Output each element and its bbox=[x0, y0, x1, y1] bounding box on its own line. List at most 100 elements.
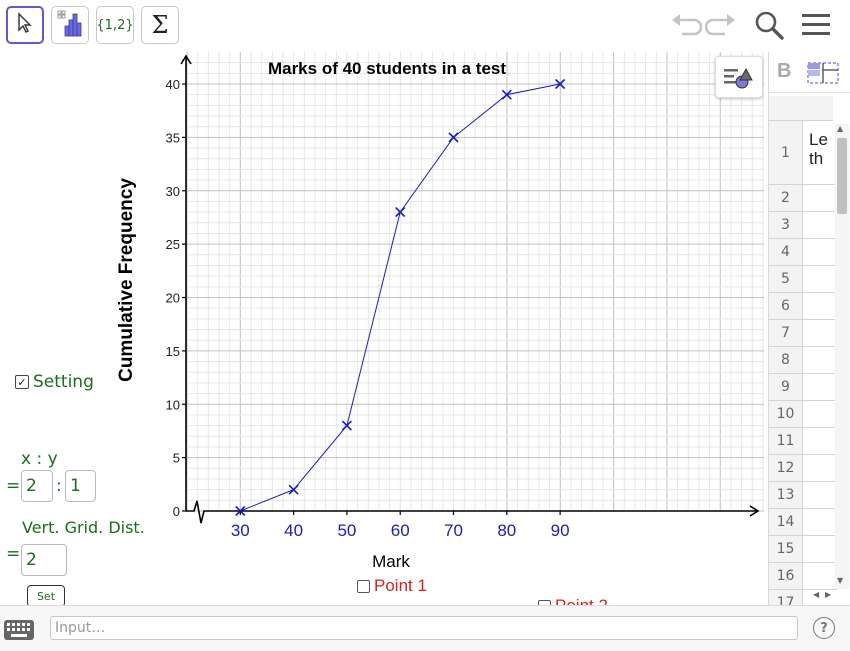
column-header bbox=[769, 96, 833, 121]
spreadsheet-cell[interactable] bbox=[803, 509, 837, 536]
spreadsheet-cell[interactable] bbox=[803, 239, 837, 266]
data-point-marker bbox=[448, 132, 459, 143]
spreadsheet-cell[interactable] bbox=[803, 266, 837, 293]
spreadsheet-cell[interactable] bbox=[803, 401, 837, 428]
x-tick-label: 60 bbox=[391, 521, 410, 540]
data-point-marker bbox=[555, 78, 566, 90]
point2-checkbox[interactable] bbox=[538, 599, 551, 605]
row-header[interactable]: 4 bbox=[769, 239, 803, 266]
y-tick-label: 15 bbox=[166, 344, 180, 359]
x-axis-arrow bbox=[749, 505, 760, 517]
x-axis bbox=[186, 500, 758, 524]
cursor-arrow-icon bbox=[16, 12, 34, 38]
point1-checkbox-row[interactable]: Point 1 bbox=[357, 576, 427, 596]
row-header[interactable]: 6 bbox=[769, 293, 803, 320]
spreadsheet-cell[interactable] bbox=[803, 428, 837, 455]
row-header[interactable]: 15 bbox=[769, 536, 803, 563]
row-header[interactable]: 8 bbox=[769, 347, 803, 374]
move-tool-button[interactable] bbox=[6, 6, 44, 44]
undo-icon[interactable] bbox=[668, 8, 703, 46]
scrollbar-thumb[interactable] bbox=[837, 138, 847, 214]
algebra-input-placeholder: Input… bbox=[55, 620, 106, 636]
set-button[interactable]: Set bbox=[27, 585, 65, 605]
x-tick-label: 40 bbox=[284, 521, 303, 540]
row-header[interactable]: 13 bbox=[769, 482, 803, 509]
menu-icon[interactable] bbox=[800, 8, 832, 46]
scroll-left-icon[interactable]: ◀ bbox=[813, 590, 820, 599]
list-tool-label: {1,2} bbox=[96, 17, 134, 33]
scroll-up-icon[interactable]: ▲ bbox=[837, 124, 844, 133]
spreadsheet-cell[interactable] bbox=[803, 536, 837, 563]
spreadsheet-view[interactable]: B 1 2 3 4 5 6 7 8 9 10 11 12 13 14 15 16 17 Le th ▲ ▼ ◀ … bbox=[768, 52, 850, 617]
point1-checkbox[interactable] bbox=[357, 579, 370, 593]
ratio-x-input[interactable]: 2 bbox=[21, 470, 53, 502]
data-point-marker bbox=[501, 89, 512, 100]
x-tick-label: 30 bbox=[231, 521, 250, 540]
setting-label: Setting bbox=[33, 372, 94, 392]
data-point-marker bbox=[341, 420, 352, 431]
style-bar-toggle[interactable] bbox=[715, 56, 763, 98]
row-header[interactable]: 5 bbox=[769, 266, 803, 293]
row-header[interactable]: 9 bbox=[769, 374, 803, 401]
point2-checkbox-row[interactable]: Point 2 bbox=[538, 596, 608, 605]
vert-grid-input[interactable]: 2 bbox=[21, 544, 67, 576]
vertical-scrollbar[interactable]: ▲ ▼ bbox=[835, 124, 849, 589]
set-button-label: Set bbox=[36, 589, 56, 603]
histogram-tool-button[interactable] bbox=[51, 6, 89, 44]
spreadsheet-cell[interactable] bbox=[803, 185, 837, 212]
cell-a1[interactable]: Le th bbox=[809, 130, 828, 168]
chart-title: Marks of 40 students in a test bbox=[268, 59, 506, 78]
spreadsheet-cell[interactable] bbox=[803, 212, 837, 239]
y-tick-label: 30 bbox=[166, 184, 180, 199]
row-header[interactable]: 7 bbox=[769, 320, 803, 347]
point2-label: Point 2 bbox=[555, 596, 608, 605]
setting-checkbox[interactable]: ✓ bbox=[15, 375, 29, 389]
bar-chart-icon bbox=[55, 8, 85, 42]
y-tick-label: 5 bbox=[173, 451, 180, 466]
ratio-label: x : y bbox=[21, 449, 58, 469]
ratio-y-input[interactable]: 1 bbox=[65, 470, 96, 502]
y-tick-label: 20 bbox=[166, 291, 180, 306]
sum-tool-label: Σ bbox=[151, 11, 169, 39]
spreadsheet-cell[interactable] bbox=[803, 563, 837, 590]
row-header[interactable]: 14 bbox=[769, 509, 803, 536]
point1-label: Point 1 bbox=[374, 576, 427, 595]
help-icon[interactable]: ? bbox=[813, 617, 835, 639]
y-tick-label: 25 bbox=[166, 237, 180, 252]
spreadsheet-cell[interactable] bbox=[803, 482, 837, 509]
row-header[interactable]: 16 bbox=[769, 563, 803, 590]
row-header[interactable]: 2 bbox=[769, 185, 803, 212]
cumulative-frequency-chart[interactable]: 0 5 10 15 20 25 30 35 40 30 40 50 60 70 80 90 Marks of … bbox=[0, 52, 764, 605]
table-format-icon[interactable] bbox=[807, 62, 839, 88]
spreadsheet-cell[interactable] bbox=[803, 293, 837, 320]
scroll-right-icon[interactable]: ▶ bbox=[825, 590, 832, 599]
y-tick-label: 10 bbox=[166, 397, 180, 412]
spreadsheet-cell[interactable] bbox=[803, 320, 837, 347]
data-point-marker bbox=[235, 505, 246, 517]
row-header[interactable]: 1 bbox=[769, 121, 803, 185]
redo-icon[interactable] bbox=[704, 8, 739, 46]
setting-checkbox-row[interactable]: ✓ Setting bbox=[15, 372, 94, 392]
search-icon[interactable] bbox=[752, 8, 786, 46]
row-header[interactable]: 10 bbox=[769, 401, 803, 428]
spreadsheet-stylebar: B bbox=[769, 52, 850, 93]
scroll-down-icon[interactable]: ▼ bbox=[837, 576, 844, 585]
row-header[interactable]: 12 bbox=[769, 455, 803, 482]
spreadsheet-cell[interactable] bbox=[803, 374, 837, 401]
y-tick-label: 35 bbox=[166, 130, 180, 145]
spreadsheet-cell[interactable] bbox=[803, 455, 837, 482]
row-header[interactable]: 11 bbox=[769, 428, 803, 455]
x-tick-label: 70 bbox=[444, 521, 463, 540]
algebra-input[interactable]: Input… bbox=[50, 616, 798, 640]
bold-icon[interactable]: B bbox=[777, 60, 792, 82]
graphics-style-icon bbox=[716, 67, 762, 101]
toolbar: {1,2} Σ bbox=[0, 0, 850, 52]
row-header[interactable]: 3 bbox=[769, 212, 803, 239]
sum-tool-button[interactable]: Σ bbox=[141, 6, 179, 44]
graphics-view[interactable]: 0 5 10 15 20 25 30 35 40 30 40 50 60 70 80 90 Marks of … bbox=[0, 52, 764, 605]
spreadsheet-cell[interactable] bbox=[803, 347, 837, 374]
y-axis-label: Cumulative Frequency bbox=[116, 178, 137, 382]
spreadsheet-cell[interactable] bbox=[803, 121, 837, 185]
list-tool-button[interactable]: {1,2} bbox=[96, 6, 134, 44]
keyboard-icon[interactable] bbox=[4, 620, 34, 644]
